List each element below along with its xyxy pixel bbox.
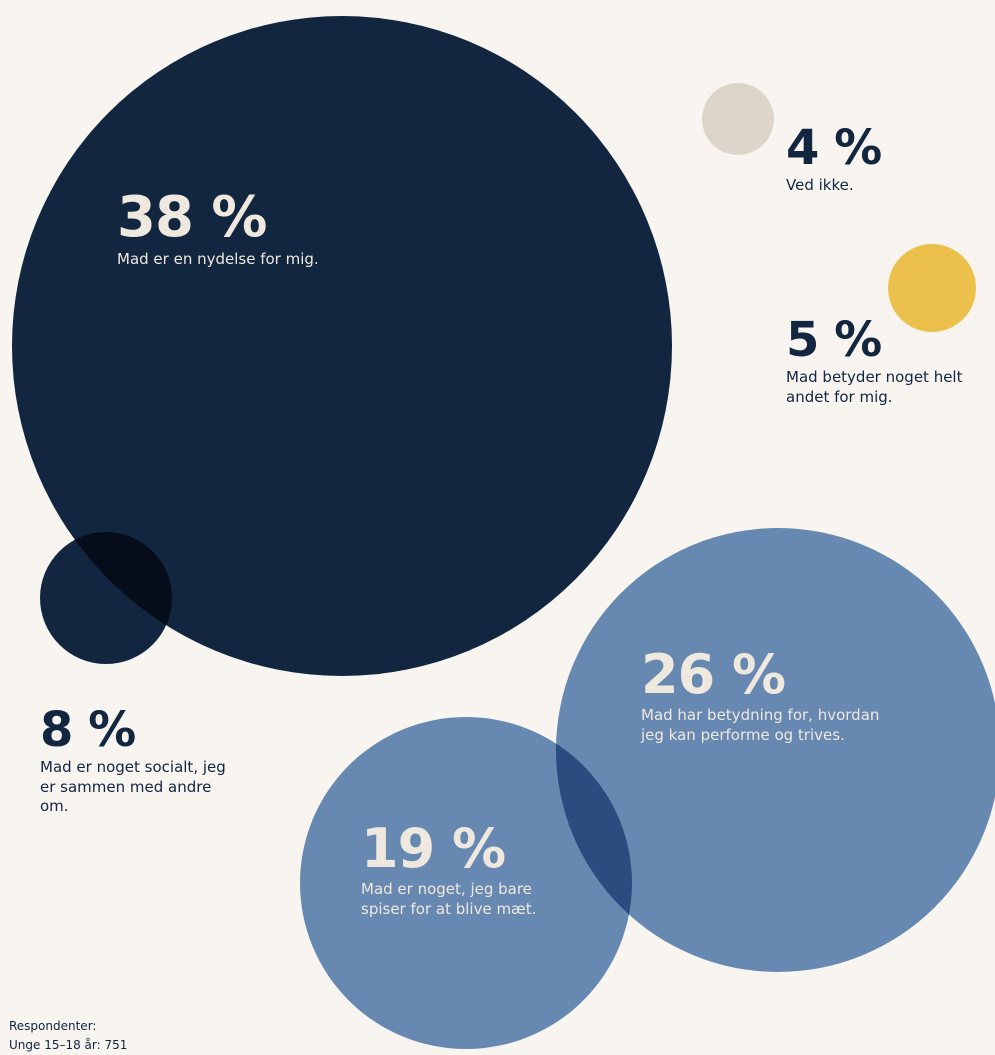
bubble-nydelse: [12, 16, 672, 676]
desc-andet: Mad betyder noget helt andet for mig.: [786, 368, 963, 406]
respondents-line: Unge 15–18 år: 751: [9, 1038, 128, 1053]
desc-nydelse: Mad er en nydelse for mig.: [117, 250, 319, 268]
value-label-nydelse: 38 %: [117, 185, 268, 250]
value-label-vedikke: 4 %: [786, 120, 882, 176]
desc-performe: Mad har betydning for, hvordan jeg kan p…: [641, 706, 880, 744]
label-socialt: 8 % Mad er noget socialt, jeg er sammen …: [40, 706, 230, 817]
label-nydelse: 38 % Mad er en nydelse for mig.: [117, 190, 319, 270]
bubble-performe: [556, 528, 995, 972]
desc-vedikke: Ved ikke.: [786, 176, 854, 194]
label-performe: 26 % Mad har betydning for, hvordan jeg …: [641, 648, 881, 745]
bubble-maet: [300, 717, 632, 1049]
value-label-andet: 5 %: [786, 312, 882, 368]
value-label-maet: 19 %: [361, 817, 506, 880]
bubble-vedikke: [702, 83, 774, 155]
bubble-andet: [888, 244, 976, 332]
label-andet: 5 % Mad betyder noget helt andet for mig…: [786, 316, 966, 407]
value-label-socialt: 8 %: [40, 702, 136, 758]
value-label-performe: 26 %: [641, 643, 786, 706]
respondents-note: Respondenter: Unge 15–18 år: 751: [9, 1017, 127, 1055]
desc-socialt: Mad er noget socialt, jeg er sammen med …: [40, 758, 226, 815]
desc-maet: Mad er noget, jeg bare spiser for at bli…: [361, 880, 537, 918]
label-maet: 19 % Mad er noget, jeg bare spiser for a…: [361, 822, 576, 919]
label-vedikke: 4 % Ved ikke.: [786, 120, 882, 196]
respondents-heading: Respondenter:: [9, 1019, 97, 1033]
bubbles-group: [12, 16, 995, 1049]
